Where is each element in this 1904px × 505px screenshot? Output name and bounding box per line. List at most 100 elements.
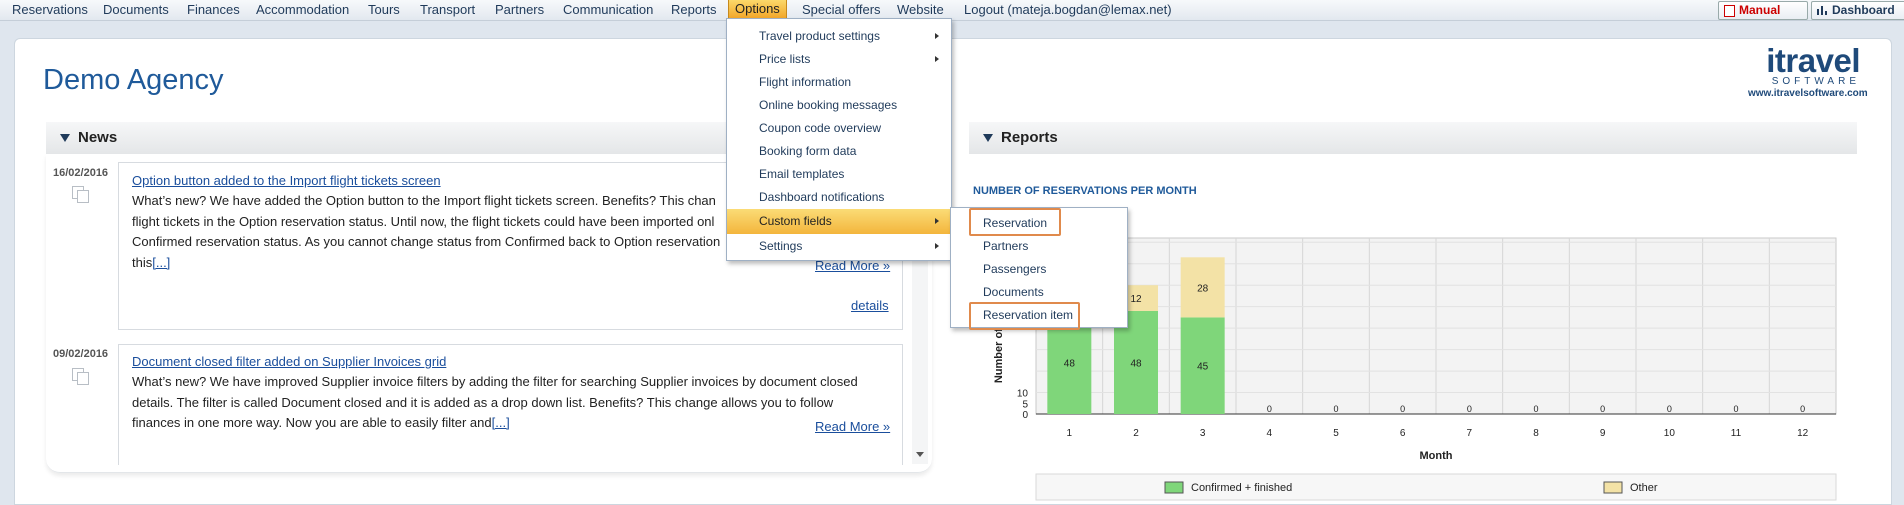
- bar-value-label: 45: [1197, 362, 1209, 373]
- news-text: What’s new? We have added the Option but…: [132, 191, 720, 273]
- menu-item-coupon-code-overview[interactable]: Coupon code overview: [727, 117, 951, 139]
- bar-value-label: 12: [1130, 294, 1142, 305]
- top-menu-bar: Reservations Documents Finances Accommod…: [0, 0, 1904, 21]
- highlight-box: [969, 302, 1080, 330]
- menu-item-email-templates[interactable]: Email templates: [727, 163, 951, 185]
- menu-item-settings[interactable]: Settings: [727, 235, 951, 257]
- copy-icon[interactable]: [72, 368, 89, 385]
- menu-logout[interactable]: Logout (mateja.bogdan@lemax.net): [964, 2, 1172, 17]
- itravel-logo[interactable]: itravel SOFTWARE www.itravelsoftware.com: [1748, 42, 1868, 100]
- menu-item-dashboard-notifications[interactable]: Dashboard notifications: [727, 186, 951, 208]
- chevron-right-icon: [935, 56, 939, 62]
- x-tick-label: 10: [1664, 428, 1676, 439]
- menu-item-label: Email templates: [759, 167, 845, 181]
- bar-value-label: 48: [1064, 358, 1076, 369]
- book-icon: [1724, 5, 1735, 17]
- logo-sub: SOFTWARE: [1771, 76, 1860, 87]
- chevron-right-icon: [935, 218, 939, 224]
- news-list: [46, 154, 932, 473]
- menu-documents[interactable]: Documents: [103, 2, 169, 17]
- bar-value-label: 0: [1400, 404, 1405, 414]
- menu-website[interactable]: Website: [897, 2, 944, 17]
- menu-item-label: Dashboard notifications: [759, 190, 885, 204]
- menu-item-custom-fields[interactable]: Custom fields: [727, 209, 951, 234]
- copy-icon[interactable]: [72, 186, 89, 203]
- menu-item-label: Online booking messages: [759, 98, 898, 112]
- news-text-line: Confirmed reservation status. As you can…: [132, 234, 721, 249]
- menu-communication[interactable]: Communication: [563, 2, 654, 17]
- y-tick-label: 10: [1017, 389, 1029, 400]
- options-dropdown: Travel product settings Price lists Flig…: [726, 18, 952, 261]
- scroll-down-icon[interactable]: [916, 452, 924, 457]
- menu-transport[interactable]: Transport: [420, 2, 476, 17]
- news-card: [118, 344, 903, 465]
- menu-special-offers[interactable]: Special offers: [802, 2, 881, 17]
- bar-value-label: 0: [1533, 404, 1538, 414]
- news-text-line: What’s new? We have added the Option but…: [132, 193, 716, 208]
- expand-link[interactable]: [...]: [491, 415, 510, 430]
- submenu-item-passengers[interactable]: Passengers: [983, 262, 1047, 276]
- news-date: 16/02/2016: [53, 167, 109, 179]
- legend: [1035, 473, 1837, 501]
- bar-value-label: 0: [1667, 404, 1672, 414]
- news-text-line: What’s new? We have improved Supplier in…: [132, 374, 858, 389]
- submenu-item-reservation-item[interactable]: Reservation item: [983, 308, 1074, 322]
- bar-value-label: 0: [1600, 404, 1605, 414]
- reports-section-header[interactable]: Reports: [969, 122, 1857, 154]
- submenu-item-reservation[interactable]: Reservation: [983, 216, 1048, 230]
- news-title-link[interactable]: Option button added to the Import flight…: [132, 173, 441, 188]
- y-axis-label: Number of r: [993, 320, 1005, 383]
- submenu-item-partners[interactable]: Partners: [983, 239, 1029, 253]
- reports-header-label: Reports: [1001, 129, 1058, 146]
- legend-swatch-other: [1603, 481, 1623, 494]
- menu-partners[interactable]: Partners: [495, 2, 545, 17]
- bar-confirmed: [1180, 317, 1225, 414]
- menu-options[interactable]: Options: [728, 0, 787, 19]
- menu-item-label: Price lists: [759, 52, 811, 66]
- menu-item-flight-information[interactable]: Flight information: [727, 71, 951, 93]
- expand-link[interactable]: [...]: [152, 254, 171, 270]
- menu-item-travel-product-settings[interactable]: Travel product settings: [727, 25, 951, 47]
- submenu-item-documents[interactable]: Documents: [983, 285, 1044, 299]
- reservations-chart: 05101482481234528405060708090100110120Mo…: [993, 237, 1837, 501]
- news-text: What’s new? We have improved Supplier in…: [132, 372, 858, 434]
- news-text-line: finances in one more way. Now you are ab…: [132, 415, 492, 430]
- x-tick-label: 11: [1731, 428, 1742, 439]
- x-tick-label: 5: [1333, 428, 1339, 439]
- collapse-triangle-icon: [60, 134, 70, 143]
- x-tick-label: 6: [1400, 428, 1406, 439]
- page-title: Demo Agency: [43, 64, 224, 96]
- menu-finances[interactable]: Finances: [187, 2, 240, 17]
- x-tick-label: 8: [1533, 428, 1539, 439]
- news-header-label: News: [78, 129, 118, 146]
- bar-confirmed: [1114, 310, 1158, 414]
- news-title-link[interactable]: Document closed filter added on Supplier…: [132, 354, 447, 369]
- manual-label: Manual: [1739, 3, 1781, 17]
- logo-main: itravel: [1766, 42, 1860, 79]
- details-link[interactable]: details: [851, 298, 889, 313]
- x-tick-label: 3: [1200, 428, 1206, 439]
- read-more-link[interactable]: Read More »: [815, 419, 891, 434]
- menu-item-price-lists[interactable]: Price lists: [727, 48, 951, 70]
- legend-label: Other: [1630, 482, 1658, 494]
- manual-button[interactable]: Manual: [1718, 1, 1808, 20]
- menu-item-online-booking-messages[interactable]: Online booking messages: [727, 94, 951, 116]
- y-tick-label: 0: [1022, 410, 1028, 421]
- menu-item-label: Booking form data: [759, 144, 857, 158]
- menu-item-label: Travel product settings: [759, 29, 880, 43]
- x-tick-label: 12: [1797, 428, 1809, 439]
- read-more-link[interactable]: Read More »: [815, 258, 891, 273]
- dashboard-button[interactable]: Dashboard: [1811, 1, 1904, 20]
- menu-tours[interactable]: Tours: [368, 2, 400, 17]
- news-text-line: details. The filter is called Document c…: [132, 394, 834, 410]
- x-axis-label: Month: [1420, 450, 1453, 462]
- bar-value-label: 0: [1467, 404, 1472, 414]
- menu-accommodation[interactable]: Accommodation: [256, 2, 350, 17]
- bar-other: [1180, 257, 1225, 318]
- menu-reports[interactable]: Reports: [671, 2, 717, 17]
- menu-item-booking-form-data[interactable]: Booking form data: [727, 140, 951, 162]
- menu-reservations[interactable]: Reservations: [12, 2, 88, 17]
- chevron-right-icon: [935, 243, 939, 249]
- x-tick-label: 7: [1467, 428, 1473, 439]
- x-tick-label: 4: [1267, 428, 1273, 439]
